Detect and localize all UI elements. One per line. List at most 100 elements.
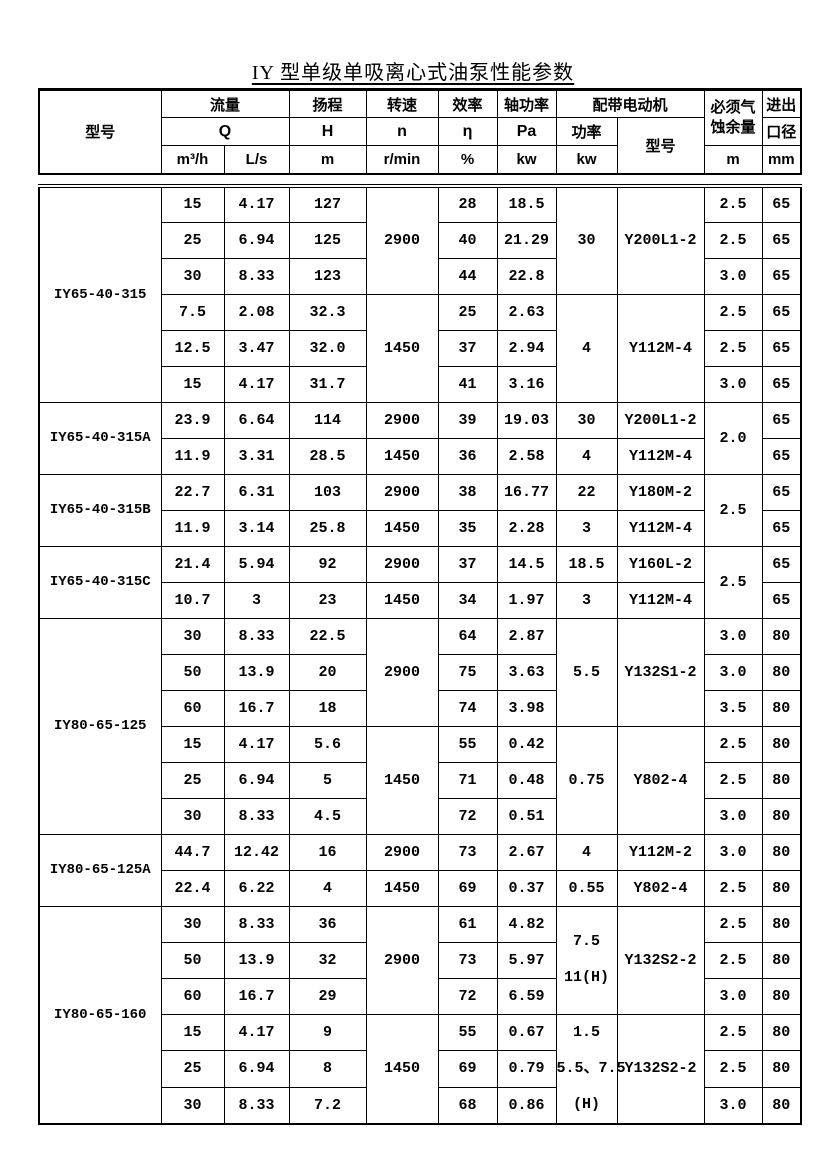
- head-cell: 8: [288, 1050, 367, 1088]
- flow-m3h-cell: 22.7: [160, 473, 225, 511]
- table-row: 30 8.33 7.2 68 0.86 3.0 80: [39, 1086, 802, 1124]
- flow-m3h-cell: 30: [160, 617, 225, 655]
- pump-model-cell: IY80-65-160: [38, 905, 162, 1124]
- efficiency-cell: 71: [437, 761, 498, 799]
- npsh-cell: 3.0: [703, 257, 763, 295]
- flow-m3h-cell: 11.9: [160, 509, 225, 547]
- speed-cell: 2900: [365, 833, 439, 871]
- efficiency-cell: 28: [437, 185, 498, 223]
- flow-ls-cell: 16.7: [223, 689, 290, 727]
- shaft-power-cell: 0.67: [496, 1013, 557, 1051]
- unit-npsh-m: m: [703, 145, 763, 174]
- npsh-cell: 2.5: [703, 545, 763, 619]
- motor-model-cell: Y200L1-2: [616, 185, 705, 295]
- head-cell: 125: [288, 221, 367, 259]
- motor-power-cell: 0.75: [555, 725, 618, 835]
- port-diameter-cell: 65: [761, 185, 802, 223]
- table-row: IY80-65-125 30 8.33 22.5 2900 64 2.87 5.5 Y132S1…: [38, 617, 802, 835]
- head-cell: 5.6: [288, 725, 367, 763]
- npsh-cell: 3.0: [703, 617, 763, 655]
- shaft-power-cell: 0.42: [496, 725, 557, 763]
- shaft-power-cell: 0.86: [496, 1086, 557, 1124]
- shaft-power-cell: 0.51: [496, 797, 557, 835]
- header-motor-model: 型号: [616, 117, 705, 174]
- port-diameter-cell: 80: [761, 905, 802, 943]
- motor-power-cell: 30: [555, 401, 618, 439]
- port-diameter-cell: 65: [761, 293, 802, 331]
- flow-m3h-cell: 60: [160, 689, 225, 727]
- speed-cell: 1450: [365, 293, 439, 403]
- table-row: 11.9 3.14 25.8 1450 35 2.28 3 Y112M-4 65: [39, 509, 802, 547]
- npsh-cell: 2.5: [703, 185, 763, 223]
- flow-ls-cell: 6.94: [223, 1050, 290, 1088]
- flow-m3h-cell: 15: [160, 725, 225, 763]
- efficiency-cell: 35: [437, 509, 498, 547]
- flow-m3h-cell: 21.4: [160, 545, 225, 583]
- efficiency-cell: 41: [437, 365, 498, 403]
- speed-cell: 1450: [365, 581, 439, 619]
- port-diameter-cell: 65: [761, 221, 802, 259]
- shaft-power-cell: 3.98: [496, 689, 557, 727]
- shaft-power-cell: 2.28: [496, 509, 557, 547]
- header-model: 型号: [38, 89, 162, 174]
- port-diameter-cell: 80: [761, 653, 802, 691]
- performance-table-header: 型号 流量 扬程 转速 效率 轴功率 配带电动机 必须气 蚀余量 进出 Q H …: [38, 88, 803, 175]
- page-title: IY 型单级单吸离心式油泵性能参数: [251, 62, 575, 84]
- port-diameter-cell: 80: [761, 1086, 802, 1124]
- shaft-power-cell: 2.67: [496, 833, 557, 871]
- flow-ls-cell: 4.17: [223, 725, 290, 763]
- table-row: IY65-40-315B 22.7 6.31 103 2900 38 16.77 22 Y180…: [38, 473, 802, 547]
- port-diameter-cell: 80: [761, 1050, 802, 1088]
- motor-power-cell: 4: [555, 293, 618, 403]
- speed-cell: 1450: [365, 869, 439, 907]
- flow-ls-cell: 8.33: [223, 797, 290, 835]
- pump-model-cell: IY80-65-125A: [38, 833, 162, 907]
- speed-cell: 2900: [365, 545, 439, 583]
- port-diameter-cell: 80: [761, 833, 802, 871]
- motor-model-cell: Y112M-4: [616, 581, 705, 619]
- flow-ls-cell: 8.33: [223, 1086, 290, 1124]
- flow-m3h-cell: 15: [160, 185, 225, 223]
- pump-model-cell: IY65-40-315B: [38, 473, 162, 547]
- head-cell: 114: [288, 401, 367, 439]
- motor-model-cell: Y112M-4: [616, 509, 705, 547]
- table-row: 60 16.7 18 74 3.98 3.5 80: [39, 689, 802, 727]
- efficiency-cell: 75: [437, 653, 498, 691]
- head-cell: 20: [288, 653, 367, 691]
- pump-model-cell: IY65-40-315A: [38, 401, 162, 475]
- header-ports-line1: 进出: [761, 89, 802, 118]
- npsh-cell: 3.0: [703, 833, 763, 871]
- flow-m3h-cell: 60: [160, 977, 225, 1015]
- npsh-cell: 2.5: [703, 221, 763, 259]
- shaft-power-cell: 1.97: [496, 581, 557, 619]
- motor-model-cell: Y112M-2: [616, 833, 705, 871]
- table-row: 10.7 3 23 1450 34 1.97 3 Y112M-4 65: [39, 581, 802, 619]
- npsh-cell: 2.5: [703, 329, 763, 367]
- efficiency-cell: 37: [437, 329, 498, 367]
- table-row: 30 8.33 4.5 72 0.51 3.0 80: [39, 797, 802, 835]
- shaft-power-cell: 16.77: [496, 473, 557, 511]
- flow-ls-cell: 6.31: [223, 473, 290, 511]
- port-diameter-cell: 65: [761, 581, 802, 619]
- flow-m3h-cell: 11.9: [160, 437, 225, 475]
- table-row: IY65-40-315 15 4.17 127 2900 28 18.5 30 Y200L1-2…: [38, 185, 802, 403]
- efficiency-cell: 44: [437, 257, 498, 295]
- npsh-cell: 2.5: [703, 761, 763, 799]
- flow-m3h-cell: 30: [160, 905, 225, 943]
- port-diameter-cell: 80: [761, 1013, 802, 1051]
- header-efficiency: 效率: [437, 89, 498, 118]
- speed-cell: 1450: [365, 725, 439, 835]
- table-row: 15 4.17 9 1450 55 0.67 1.5 5.5、7.5 (H) Y132S2-2…: [39, 1013, 802, 1124]
- unit-pct: %: [437, 145, 498, 174]
- unit-m3h: m³/h: [160, 145, 225, 174]
- speed-cell: 2900: [365, 617, 439, 727]
- shaft-power-cell: 0.48: [496, 761, 557, 799]
- speed-cell: 2900: [365, 473, 439, 511]
- npsh-cell: 2.5: [703, 869, 763, 907]
- shaft-power-cell: 4.82: [496, 905, 557, 943]
- port-diameter-cell: 65: [761, 257, 802, 295]
- npsh-cell: 3.0: [703, 653, 763, 691]
- flow-ls-cell: 3.14: [223, 509, 290, 547]
- shaft-power-cell: 22.8: [496, 257, 557, 295]
